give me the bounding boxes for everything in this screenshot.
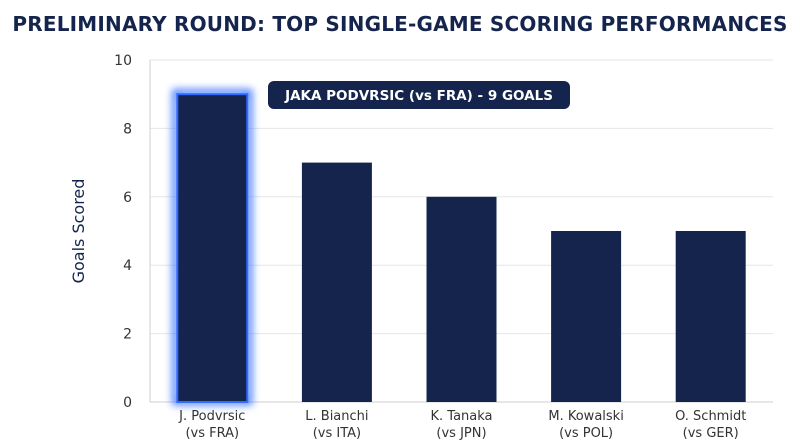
x-tick-label: (vs POL) bbox=[559, 426, 613, 441]
y-tick-label: 2 bbox=[123, 327, 132, 343]
y-tick-label: 6 bbox=[123, 190, 132, 206]
annotation-label: JAKA PODVRSIC (vs FRA) - 9 GOALS bbox=[284, 88, 553, 104]
x-tick-label: (vs ITA) bbox=[313, 426, 361, 441]
x-tick-label: L. Bianchi bbox=[305, 409, 368, 424]
bar bbox=[551, 231, 622, 402]
y-axis-title: Goals Scored bbox=[69, 179, 88, 284]
annotation-box bbox=[268, 81, 570, 109]
x-tick-label: K. Tanaka bbox=[430, 409, 492, 424]
x-tick-label: (vs FRA) bbox=[185, 426, 239, 441]
y-tick-label: 8 bbox=[123, 121, 132, 137]
x-tick-label: (vs GER) bbox=[683, 426, 739, 441]
bar bbox=[426, 196, 497, 402]
x-tick-label: M. Kowalski bbox=[548, 409, 623, 424]
bar bbox=[301, 162, 372, 402]
chart-title: PRELIMINARY ROUND: TOP SINGLE-GAME SCORI… bbox=[12, 12, 788, 36]
bar bbox=[176, 93, 249, 403]
y-tick-label: 0 bbox=[123, 395, 132, 411]
x-tick-label: O. Schmidt bbox=[675, 409, 746, 424]
x-tick-label: J. Podvrsic bbox=[178, 409, 245, 424]
y-tick-label: 4 bbox=[123, 258, 132, 274]
y-tick-label: 10 bbox=[114, 53, 132, 69]
bar bbox=[675, 231, 746, 402]
x-tick-label: (vs JPN) bbox=[436, 426, 486, 441]
